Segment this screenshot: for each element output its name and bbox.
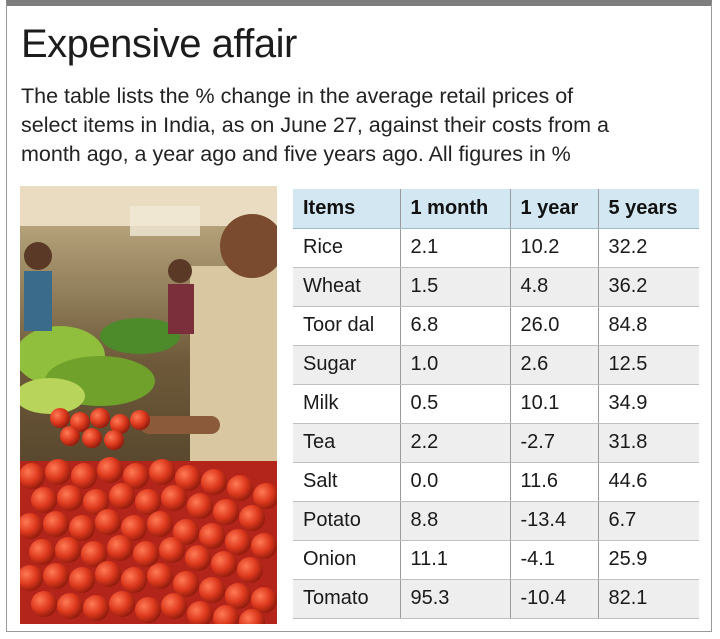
change-5-years: 31.8 — [597, 423, 699, 463]
table-row: Toor dal 6.8 26.0 84.8 — [293, 306, 699, 346]
price-change-table: Items 1 month 1 year 5 years Rice 2.1 10… — [293, 189, 699, 619]
page-title: Expensive affair — [21, 22, 297, 66]
change-5-years: 6.7 — [597, 501, 699, 541]
item-name: Milk — [293, 384, 400, 424]
change-5-years: 84.8 — [597, 306, 699, 346]
table-row: Rice 2.1 10.2 32.2 — [293, 228, 699, 268]
column-header-5-years: 5 years — [597, 189, 699, 229]
change-1-year: -4.1 — [509, 540, 598, 580]
item-name: Onion — [293, 540, 400, 580]
change-5-years: 82.1 — [597, 579, 699, 619]
item-name: Tomato — [293, 579, 400, 619]
subtitle: The table lists the % change in the aver… — [21, 84, 609, 166]
change-1-month: 0.0 — [399, 462, 510, 502]
column-header-1-month: 1 month — [399, 189, 510, 229]
change-1-month: 2.1 — [399, 228, 510, 268]
change-1-month: 95.3 — [399, 579, 510, 619]
item-name: Tea — [293, 423, 400, 463]
change-1-month: 2.2 — [399, 423, 510, 463]
item-name: Salt — [293, 462, 400, 502]
item-name: Sugar — [293, 345, 400, 385]
table-row: Wheat 1.5 4.8 36.2 — [293, 267, 699, 307]
change-5-years: 34.9 — [597, 384, 699, 424]
item-name: Wheat — [293, 267, 400, 307]
column-header-items: Items — [293, 189, 400, 229]
table-header-row: Items 1 month 1 year 5 years — [293, 189, 699, 229]
change-1-year: 2.6 — [509, 345, 598, 385]
table-row: Sugar 1.0 2.6 12.5 — [293, 345, 699, 385]
change-1-year: 10.1 — [509, 384, 598, 424]
change-1-year: -13.4 — [509, 501, 598, 541]
change-1-year: 26.0 — [509, 306, 598, 346]
change-1-month: 1.5 — [399, 267, 510, 307]
table-row: Tea 2.2 -2.7 31.8 — [293, 423, 699, 463]
infographic-frame: Expensive affair The table lists the % c… — [6, 0, 712, 632]
item-name: Toor dal — [293, 306, 400, 346]
item-name: Potato — [293, 501, 400, 541]
item-name: Rice — [293, 228, 400, 268]
change-5-years: 25.9 — [597, 540, 699, 580]
change-5-years: 32.2 — [597, 228, 699, 268]
change-1-year: 4.8 — [509, 267, 598, 307]
change-5-years: 12.5 — [597, 345, 699, 385]
table-row: Milk 0.5 10.1 34.9 — [293, 384, 699, 424]
change-5-years: 36.2 — [597, 267, 699, 307]
change-1-month: 11.1 — [399, 540, 510, 580]
column-header-1-year: 1 year — [509, 189, 598, 229]
change-5-years: 44.6 — [597, 462, 699, 502]
table-row: Potato 8.8 -13.4 6.7 — [293, 501, 699, 541]
table-row: Onion 11.1 -4.1 25.9 — [293, 540, 699, 580]
change-1-year: -2.7 — [509, 423, 598, 463]
change-1-year: 11.6 — [509, 462, 598, 502]
table-row: Salt 0.0 11.6 44.6 — [293, 462, 699, 502]
change-1-month: 8.8 — [399, 501, 510, 541]
change-1-month: 0.5 — [399, 384, 510, 424]
vegetable-market-photo — [20, 186, 277, 624]
table-row: Tomato 95.3 -10.4 82.1 — [293, 579, 699, 619]
change-1-month: 6.8 — [399, 306, 510, 346]
change-1-month: 1.0 — [399, 345, 510, 385]
change-1-year: -10.4 — [509, 579, 598, 619]
change-1-year: 10.2 — [509, 228, 598, 268]
